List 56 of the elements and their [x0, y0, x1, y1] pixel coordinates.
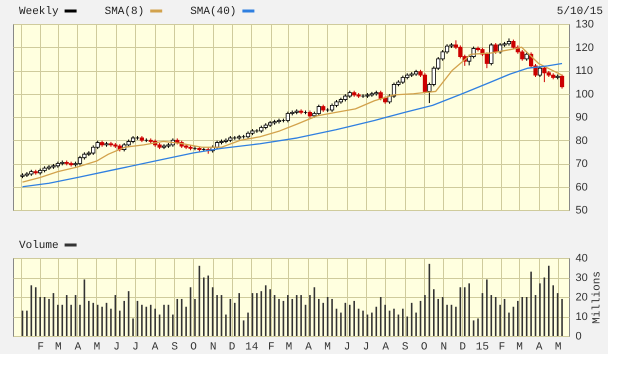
- x-tick-label: A: [74, 342, 82, 354]
- x-tick-label: A: [536, 342, 543, 354]
- x-tick-label: M: [554, 342, 562, 354]
- y-tick-label: 50: [576, 204, 588, 216]
- x-tick-label: 15: [476, 342, 489, 354]
- x-tick-label: J: [113, 342, 120, 354]
- x-tick-label: D: [228, 342, 236, 354]
- legend-label: SMA(8): [104, 6, 144, 18]
- candlestick: [316, 104, 321, 116]
- x-tick-label: D: [459, 342, 466, 354]
- y-tick-label: 70: [576, 158, 588, 170]
- x-tick-label: M: [324, 342, 331, 354]
- x-tick-label: S: [171, 342, 178, 354]
- x-tick-label: M: [55, 342, 62, 354]
- candlestick: [560, 74, 564, 90]
- x-tick-label: A: [305, 342, 312, 354]
- x-tick-label: F: [37, 342, 44, 354]
- candlestick: [78, 155, 82, 166]
- x-tick-label: F: [498, 342, 506, 354]
- y-tick-label: 100: [576, 88, 594, 100]
- x-tick-label: M: [286, 342, 292, 354]
- x-tick-label: M: [516, 342, 523, 354]
- candlestick: [538, 66, 542, 78]
- x-tick-label: N: [440, 342, 448, 354]
- x-tick-label: J: [362, 342, 370, 354]
- candlestick: [422, 72, 428, 94]
- y-tick-label: 40: [576, 252, 588, 264]
- legend-label: Weekly: [19, 6, 60, 18]
- x-tick-label: J: [132, 342, 139, 354]
- legend-label: Volume: [19, 240, 59, 252]
- y-axis-title: Millions: [592, 271, 604, 324]
- x-tick-label: O: [190, 342, 198, 354]
- text: 5/10/15: [556, 6, 603, 18]
- y-tick-label: 30: [576, 272, 588, 284]
- candlestick: [494, 42, 498, 54]
- candlestick: [489, 42, 494, 66]
- x-tick-label: 14: [245, 342, 259, 354]
- x-tick-label: J: [344, 342, 350, 354]
- x-tick-label: A: [382, 342, 390, 354]
- y-tick-label: 60: [576, 181, 588, 194]
- y-tick-label: 120: [576, 42, 594, 54]
- y-tick-label: 90: [576, 112, 588, 124]
- x-tick-label: S: [402, 342, 409, 354]
- candlestick: [378, 90, 383, 101]
- x-tick-label: O: [420, 342, 428, 354]
- y-tick-label: 20: [576, 292, 588, 304]
- legend-label: SMA(40): [190, 6, 236, 18]
- x-tick-label: N: [210, 342, 216, 354]
- x-tick-label: M: [94, 342, 100, 354]
- x-tick-label: A: [152, 342, 159, 354]
- y-tick-label: 0: [576, 330, 582, 342]
- y-tick-label: 10: [576, 311, 588, 323]
- y-tick-label: 130: [576, 18, 594, 30]
- y-tick-label: 80: [576, 134, 588, 147]
- x-tick-label: F: [268, 342, 275, 354]
- y-tick-label: 110: [576, 65, 594, 77]
